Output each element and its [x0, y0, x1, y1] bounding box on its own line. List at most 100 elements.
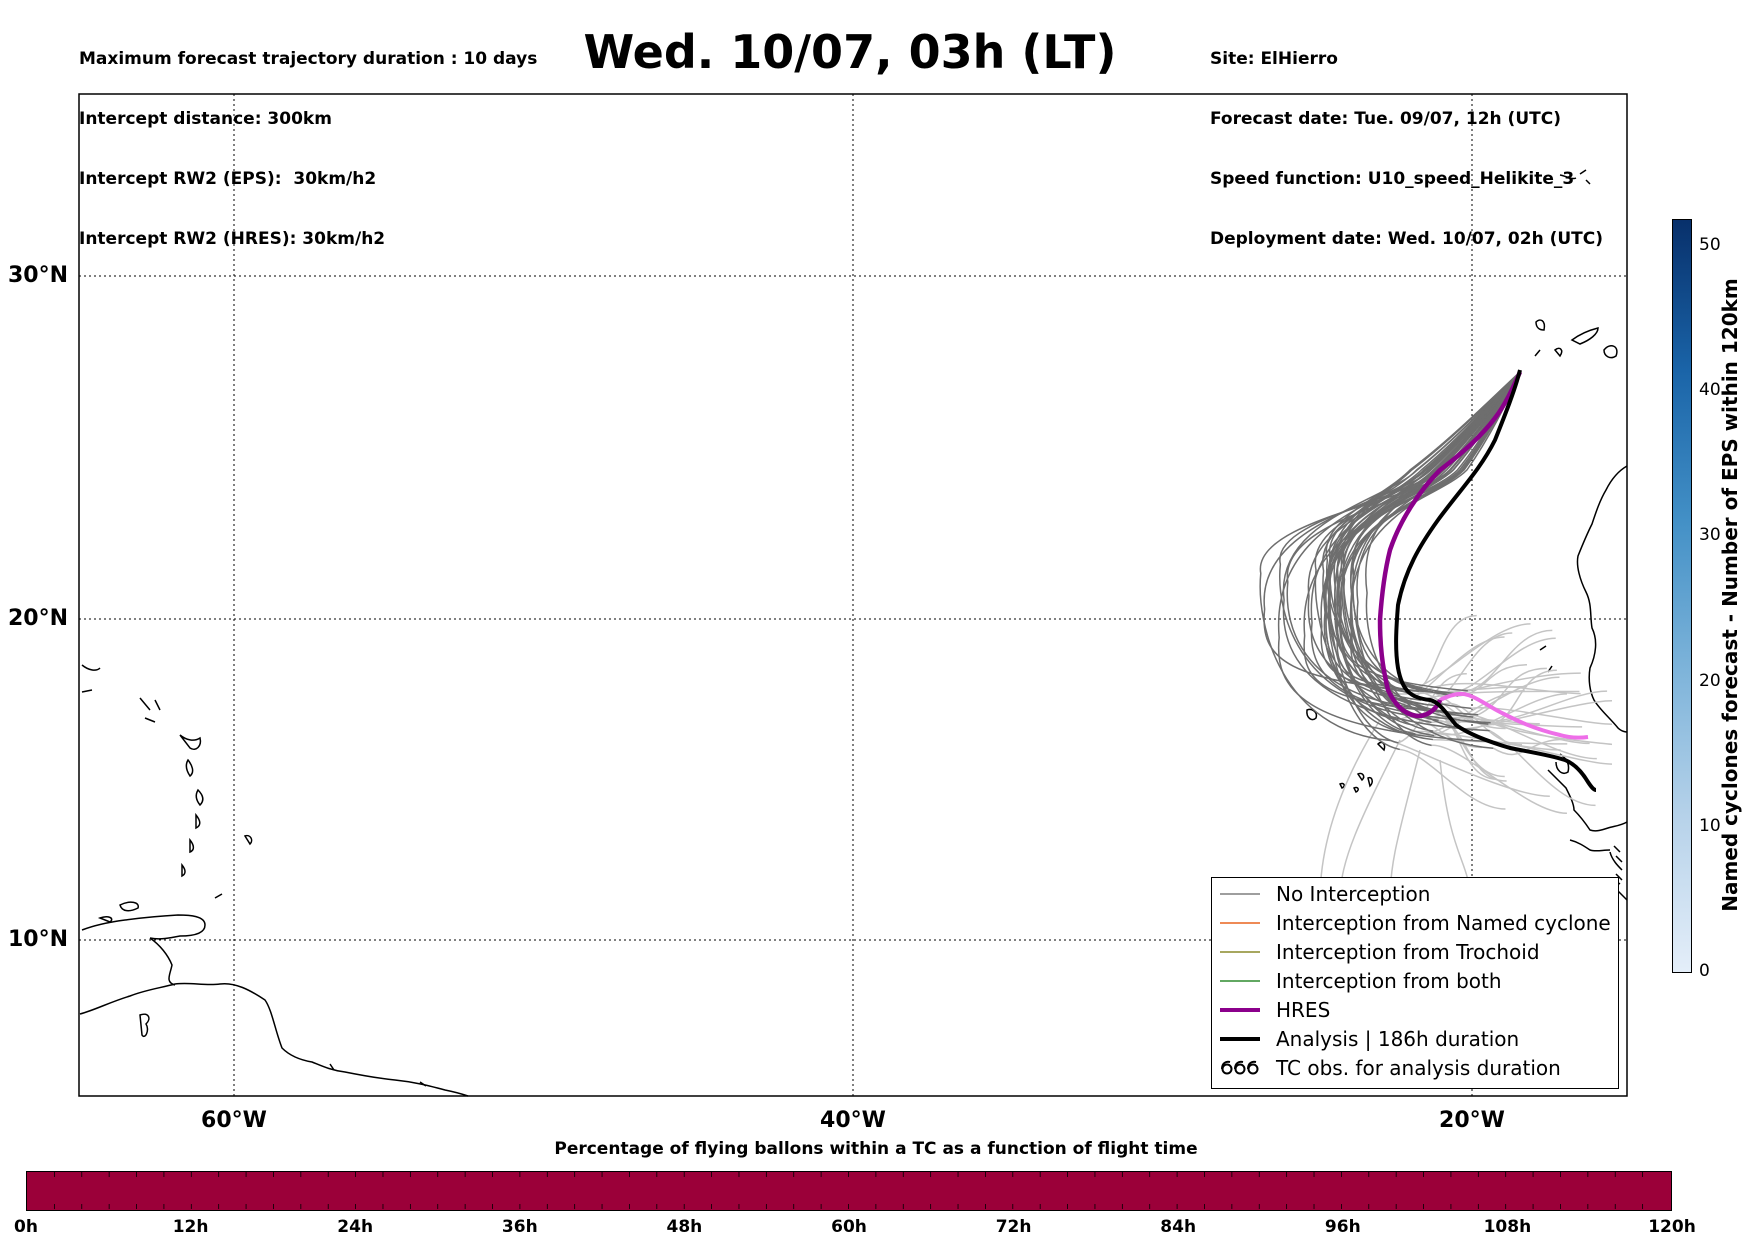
- eps-trajectory-late: [1392, 685, 1528, 695]
- legend-swatch: [1220, 922, 1260, 924]
- eps-trajectory: [1307, 371, 1521, 707]
- coastline-west: [79, 664, 469, 1097]
- eps-trajectory-late: [1431, 744, 1567, 815]
- legend-swatch: [1220, 1037, 1260, 1041]
- info-line: Speed function: U10_speed_Helikite_3: [1210, 169, 1575, 189]
- header-right-info: Site: ElHierro Forecast date: Tue. 09/07…: [1210, 9, 1603, 269]
- lat-label: 30°N: [8, 263, 69, 288]
- progress-bar: [26, 1171, 1672, 1211]
- cyclone-symbol-icon: [1221, 1060, 1259, 1075]
- legend-item: No Interception: [1212, 881, 1430, 907]
- legend-label: Interception from both: [1276, 969, 1502, 993]
- info-line: Intercept distance: 300km: [79, 109, 332, 129]
- colorbar: [1672, 219, 1692, 973]
- eps-trajectory: [1333, 371, 1521, 735]
- eps-trajectory: [1282, 371, 1521, 732]
- eps-trajectory-late: [1489, 730, 1596, 807]
- eps-trajectory: [1279, 371, 1521, 719]
- eps-trajectory: [1303, 371, 1521, 716]
- info-line: Intercept RW2 (HRES): 30km/h2: [79, 229, 386, 249]
- progress-title: Percentage of flying ballons within a TC…: [554, 1139, 1198, 1159]
- legend-label: Interception from Trochoid: [1276, 940, 1540, 964]
- progress-hour-label: 96h: [1324, 1217, 1361, 1237]
- colorbar-tick-label: 30: [1699, 525, 1721, 546]
- eps-trajectory-late: [1432, 693, 1568, 736]
- eps-trajectory-late: [1449, 637, 1556, 694]
- eps-trajectory-late: [1471, 707, 1613, 725]
- eps-trajectory-late: [1467, 629, 1553, 692]
- legend-swatch: [1220, 980, 1260, 982]
- eps-trajectory-late: [1399, 748, 1506, 810]
- legend-label: HRES: [1276, 998, 1331, 1022]
- eps-trajectory-late: [1430, 714, 1590, 745]
- legend-swatch: [1220, 1008, 1260, 1012]
- eps-trajectory-late: [1461, 712, 1597, 760]
- info-line: Maximum forecast trajectory duration : 1…: [79, 49, 538, 69]
- eps-trajectory-late: [1427, 632, 1513, 706]
- progress-hour-label: 84h: [1160, 1217, 1197, 1237]
- lon-label: 40°W: [820, 1108, 886, 1133]
- lon-label: 60°W: [201, 1108, 267, 1133]
- info-line: Site: ElHierro: [1210, 49, 1338, 69]
- eps-trajectory: [1349, 371, 1521, 706]
- legend-item: Interception from both: [1212, 968, 1502, 994]
- eps-trajectory-late: [1433, 676, 1560, 737]
- eps-trajectory-late: [1477, 667, 1547, 716]
- info-line: Forecast date: Tue. 09/07, 12h (UTC): [1210, 109, 1561, 129]
- legend-swatch: [1220, 893, 1260, 895]
- map-legend: No Interception Interception from Named …: [1211, 877, 1619, 1089]
- eps-trajectories: [1259, 371, 1521, 751]
- colorbar-tick-label: 50: [1699, 235, 1721, 255]
- progress-hour-label: 60h: [831, 1217, 867, 1237]
- progress-hour-label: 12h: [172, 1217, 209, 1237]
- analysis-trajectory: [1394, 369, 1597, 792]
- colorbar-title: Named cyclones forecast - Number of EPS …: [1718, 278, 1742, 912]
- legend-label: No Interception: [1276, 882, 1431, 906]
- legend-item: HRES: [1212, 997, 1330, 1023]
- info-line: Intercept RW2 (EPS): 30km/h2: [79, 169, 377, 189]
- colorbar-tick-label: 40: [1699, 380, 1721, 401]
- progress-hour-label: 108h: [1483, 1217, 1532, 1237]
- colorbar-tick-label: 20: [1699, 670, 1721, 691]
- eps-trajectory: [1263, 371, 1521, 694]
- progress-hour-label: 36h: [501, 1217, 538, 1237]
- progress-hour-label: 120h: [1648, 1217, 1696, 1237]
- eps-trajectory-late: [1424, 682, 1581, 695]
- legend-item: TC obs. for analysis duration: [1212, 1055, 1561, 1081]
- eps-trajectory-late: [1431, 720, 1583, 728]
- eps-trajectory: [1335, 371, 1521, 695]
- header-left-info: Maximum forecast trajectory duration : 1…: [79, 9, 537, 269]
- eps-trajectory-late: [1398, 673, 1467, 744]
- legend-label: Analysis | 186h duration: [1276, 1027, 1520, 1051]
- colorbar-tick-label: 0: [1699, 961, 1710, 981]
- legend-item: Interception from Named cyclone: [1212, 910, 1611, 936]
- colorbar-tick-label: 10: [1699, 815, 1721, 836]
- map-frame: [78, 93, 1628, 1097]
- hres-trajectory: [1377, 371, 1523, 719]
- eps-trajectory-late: [1490, 722, 1613, 746]
- lat-label: 10°N: [8, 927, 69, 952]
- legend-item: Analysis | 186h duration: [1212, 1026, 1519, 1052]
- progress-ticks: [53, 1172, 1644, 1209]
- eps-trajectory-late: [1408, 623, 1531, 691]
- progress-hour-label: 0h: [14, 1217, 38, 1237]
- hres-trajectory-late: [1439, 691, 1589, 740]
- lon-label: 20°W: [1439, 1108, 1505, 1133]
- legend-item: Interception from Trochoid: [1212, 939, 1540, 965]
- lat-label: 20°N: [8, 606, 69, 631]
- progress-hour-label: 48h: [666, 1217, 703, 1237]
- legend-swatch: [1220, 951, 1260, 953]
- eps-trajectory-late: [1390, 739, 1550, 797]
- progress-hour-label: 72h: [995, 1217, 1032, 1237]
- eps-trajectory-late: [1428, 708, 1505, 778]
- eps-trajectory: [1336, 371, 1521, 710]
- legend-label: Interception from Named cyclone: [1276, 911, 1611, 935]
- map-title: Wed. 10/07, 03h (LT): [583, 25, 1117, 79]
- eps-trajectory: [1339, 371, 1521, 692]
- eps-trajectory-late: [1319, 719, 1381, 901]
- legend-label: TC obs. for analysis duration: [1276, 1056, 1561, 1080]
- eps-trajectory-late: [1488, 669, 1557, 725]
- progress-hour-label: 24h: [337, 1217, 374, 1237]
- info-line: Deployment date: Wed. 10/07, 02h (UTC): [1210, 229, 1604, 249]
